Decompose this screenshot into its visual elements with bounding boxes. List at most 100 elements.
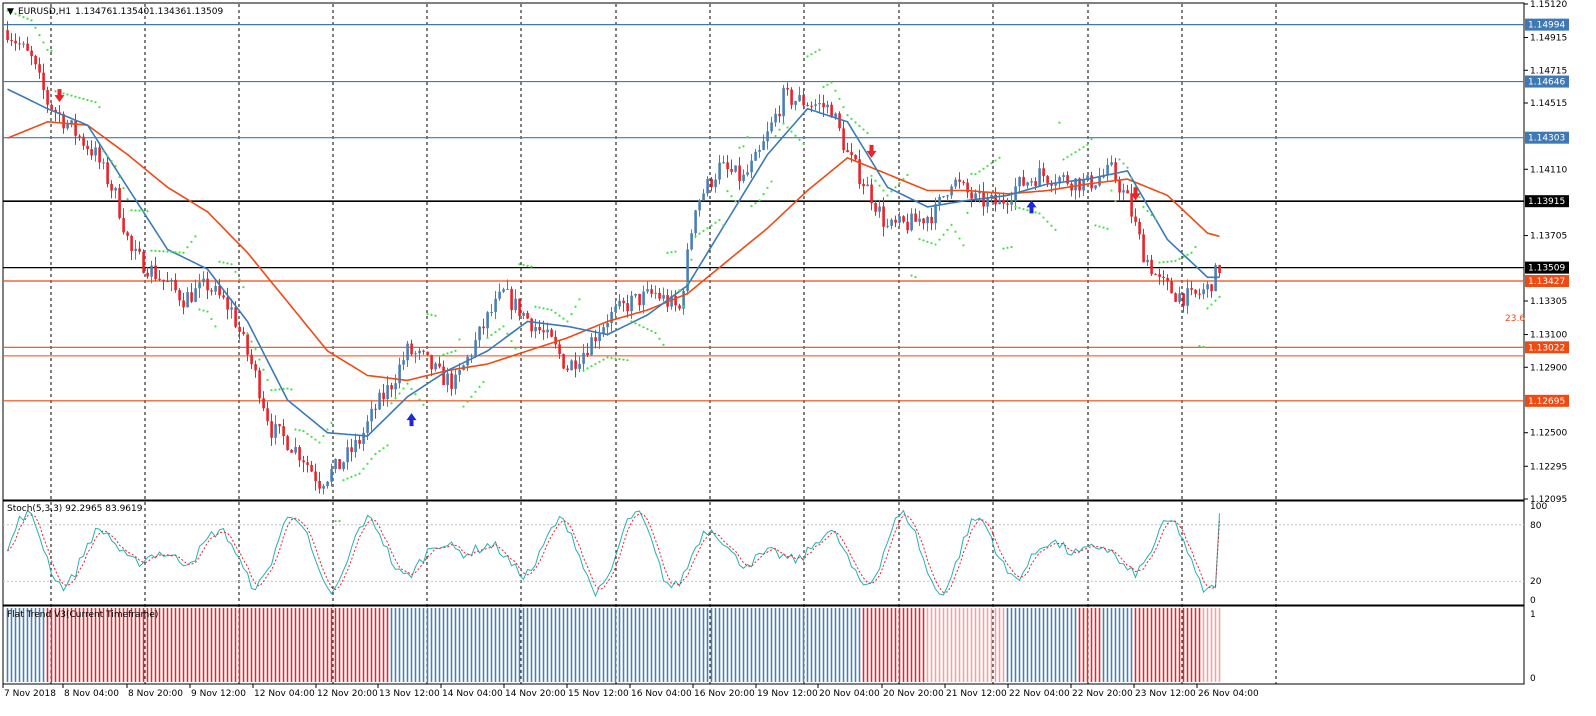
candle-body — [1090, 175, 1093, 189]
menu-arrow-icon[interactable]: ▼ — [7, 7, 14, 17]
psar-dot — [498, 328, 501, 331]
psar-dot — [382, 447, 385, 450]
psar-dot — [398, 392, 401, 395]
candle-body — [222, 295, 225, 298]
candle-body — [202, 278, 205, 283]
psar-dot — [918, 237, 921, 241]
psar-dot — [946, 228, 949, 231]
psar-dot — [1042, 216, 1045, 219]
psar-dot — [98, 105, 101, 109]
candle-body — [282, 426, 285, 437]
candle-body — [234, 307, 237, 327]
psar-dot — [694, 235, 697, 238]
time-label: 20 Nov 04:00 — [819, 689, 880, 699]
candle-body — [658, 292, 661, 299]
candle-body — [766, 131, 769, 142]
candle-body — [238, 326, 241, 332]
price-tick-label: 1.12900 — [1530, 363, 1567, 373]
psar-dot — [1090, 138, 1093, 141]
psar-dot — [746, 135, 749, 139]
candle-body — [1178, 293, 1181, 302]
psar-dot — [134, 209, 137, 212]
psar-dot — [942, 233, 945, 236]
psar-dot — [102, 150, 105, 153]
price-tick-label: 1.12500 — [1530, 429, 1567, 439]
candle-body — [62, 114, 65, 129]
candle-body — [446, 373, 449, 386]
psar-dot — [590, 365, 593, 368]
psar-dot — [406, 382, 409, 385]
candle-body — [962, 181, 965, 183]
psar-dot — [274, 388, 277, 391]
psar-dot — [146, 210, 149, 213]
psar-dot — [122, 186, 125, 190]
price-tag — [1525, 75, 1569, 88]
candle-body — [18, 43, 21, 45]
psar-dot — [342, 479, 345, 482]
psar-dot — [798, 138, 801, 141]
candle-body — [450, 373, 453, 389]
candle-body — [902, 216, 905, 222]
candle-body — [610, 311, 613, 324]
candle-body — [422, 350, 425, 352]
psar-dot — [650, 329, 653, 333]
price-tag — [1525, 18, 1569, 31]
candle-body — [546, 329, 549, 333]
psar-dot — [142, 209, 145, 212]
psar-dot — [934, 243, 937, 246]
psar-dot — [566, 320, 569, 323]
psar-dot — [1150, 213, 1153, 217]
stoch-tick-label: 80 — [1530, 521, 1542, 531]
psar-dot — [290, 388, 293, 391]
psar-dot — [606, 356, 609, 359]
psar-dot — [422, 403, 425, 407]
psar-dot — [174, 251, 177, 254]
candle-body — [762, 141, 765, 150]
candle-body — [910, 213, 913, 231]
candle-body — [298, 447, 301, 461]
psar-dot — [1094, 224, 1097, 227]
psar-dot — [1154, 218, 1157, 221]
psar-dot — [466, 400, 469, 403]
candle-body — [442, 366, 445, 386]
psar-dot — [1158, 261, 1161, 264]
psar-dot — [762, 192, 765, 196]
time-label: 9 Nov 12:00 — [191, 689, 246, 699]
psar-dot — [710, 224, 713, 227]
psar-dot — [206, 310, 209, 313]
candle-body — [130, 235, 133, 251]
psar-dot — [638, 324, 641, 327]
psar-dot — [926, 240, 929, 243]
candle-body — [690, 233, 693, 250]
psar-dot — [258, 358, 261, 361]
candle-body — [634, 293, 637, 296]
ma-fast-line — [7, 88, 1220, 437]
candle-body — [434, 363, 437, 370]
candle-body — [702, 193, 705, 201]
psar-dot — [554, 311, 557, 314]
psar-dot — [630, 320, 633, 323]
psar-dot — [1194, 245, 1197, 249]
candle-body — [1022, 176, 1025, 186]
psar-dot — [538, 306, 541, 309]
horizontal-levels — [3, 24, 1524, 402]
psar-dot — [786, 126, 789, 129]
psar-dot — [198, 308, 201, 311]
psar-dot — [1138, 195, 1141, 199]
psar-dot — [1122, 162, 1125, 165]
psar-dot — [1054, 228, 1057, 231]
grid — [3, 4, 1524, 684]
psar-dot — [978, 170, 981, 173]
candle-body — [134, 248, 137, 251]
psar-dot — [166, 250, 169, 253]
psar-dot — [878, 184, 881, 187]
candle-body — [374, 408, 377, 410]
candle-body — [82, 136, 85, 146]
psar-dot — [282, 387, 285, 391]
stoch-signal-line — [7, 513, 1220, 594]
candle-body — [730, 169, 733, 172]
candle-body — [1138, 221, 1141, 235]
candle-body — [1030, 181, 1033, 183]
psar-dot — [1142, 205, 1145, 209]
candle-body — [810, 105, 813, 107]
